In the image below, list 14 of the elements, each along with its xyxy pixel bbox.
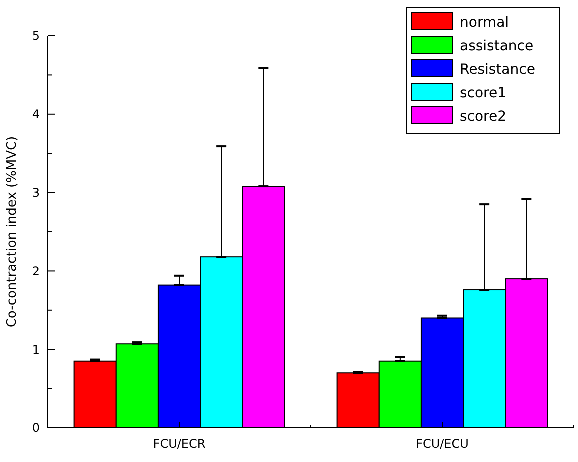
- x-tick-label: FCU/ECR: [153, 437, 206, 451]
- y-tick-label: 2: [32, 264, 40, 278]
- legend-label: normal: [460, 15, 510, 31]
- y-tick-label: 0: [32, 421, 40, 436]
- legend-label: score1: [460, 86, 507, 102]
- y-tick-label: 1: [32, 342, 40, 357]
- y-tick-label: 3: [32, 186, 40, 200]
- legend-label: score2: [460, 109, 507, 125]
- y-tick-label: 5: [32, 29, 40, 44]
- legend-label: assistance: [460, 38, 534, 54]
- x-tick-label: FCU/ECU: [416, 437, 469, 451]
- y-tick-label: 4: [32, 108, 40, 122]
- y-axis-title: Co-contraction index (%MVC): [5, 136, 20, 328]
- legend-label: Resistance: [460, 62, 536, 78]
